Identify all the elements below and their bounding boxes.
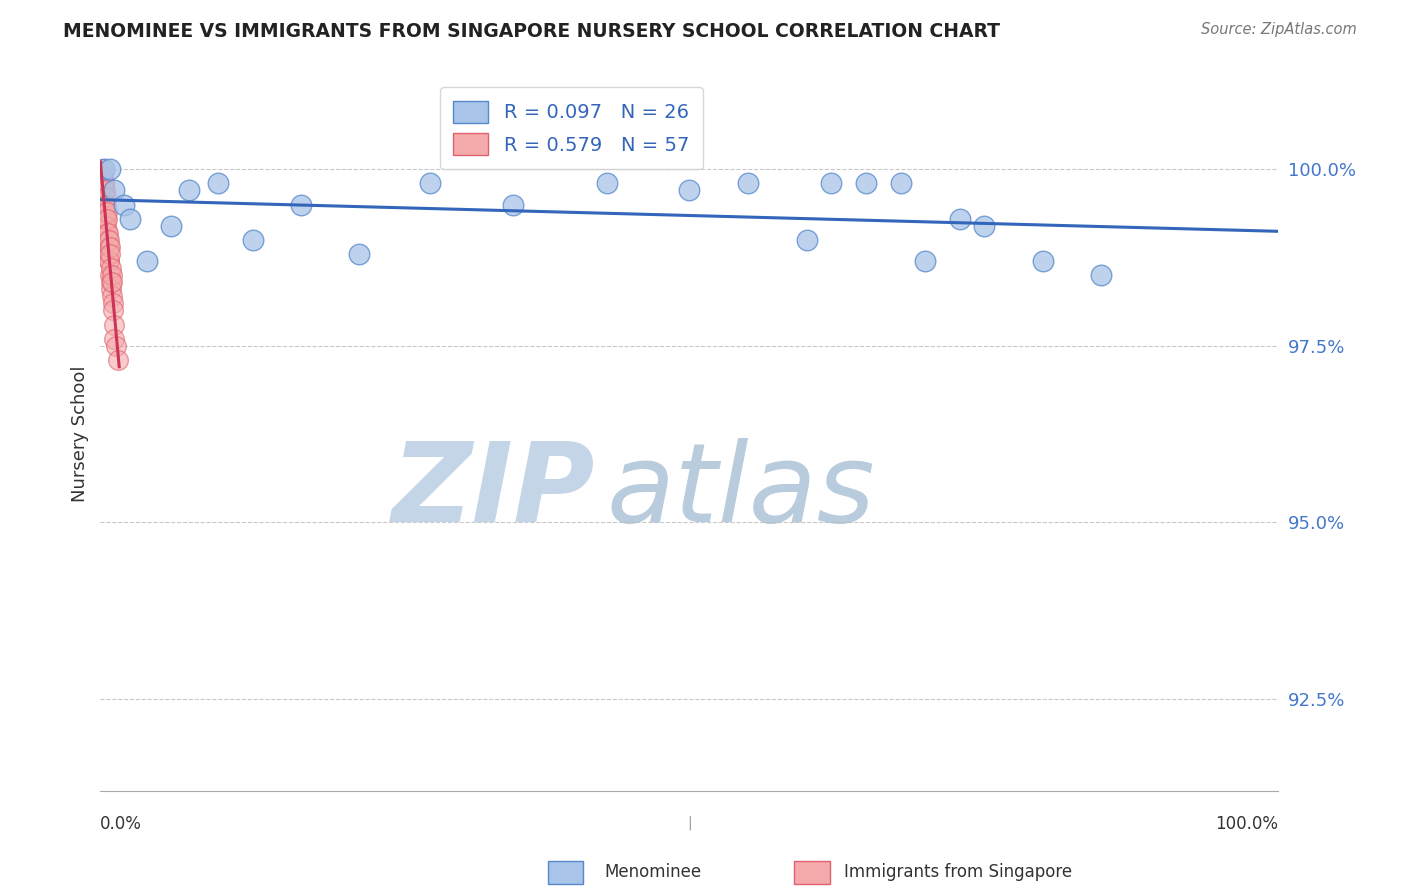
Text: ZIP: ZIP xyxy=(391,438,595,545)
Text: atlas: atlas xyxy=(607,438,876,545)
Point xyxy=(91,197,114,211)
Point xyxy=(90,197,112,211)
Text: 100.0%: 100.0% xyxy=(1215,815,1278,833)
Point xyxy=(101,275,124,289)
Point xyxy=(104,339,127,353)
Point xyxy=(93,197,115,211)
Legend: R = 0.097   N = 26, R = 0.579   N = 57: R = 0.097 N = 26, R = 0.579 N = 57 xyxy=(440,87,703,169)
Point xyxy=(349,247,371,261)
Point xyxy=(596,177,619,191)
Point xyxy=(949,211,972,226)
Text: |: | xyxy=(688,815,692,830)
Text: Source: ZipAtlas.com: Source: ZipAtlas.com xyxy=(1201,22,1357,37)
Point xyxy=(93,204,115,219)
Point xyxy=(96,226,118,240)
Point xyxy=(207,177,229,191)
Point xyxy=(91,190,114,204)
Point xyxy=(973,219,995,233)
Point xyxy=(97,240,120,254)
Point xyxy=(855,177,877,191)
Point xyxy=(98,247,121,261)
Point xyxy=(93,190,115,204)
Point xyxy=(90,162,112,177)
Point xyxy=(419,177,441,191)
Point xyxy=(1032,254,1054,268)
Point xyxy=(98,240,121,254)
Point xyxy=(98,233,121,247)
Point xyxy=(1090,268,1112,282)
Point xyxy=(97,233,120,247)
Point xyxy=(90,162,112,177)
Point xyxy=(118,211,141,226)
Point xyxy=(97,247,120,261)
Point xyxy=(90,169,112,184)
Text: Immigrants from Singapore: Immigrants from Singapore xyxy=(844,863,1071,881)
Point xyxy=(100,275,122,289)
Point xyxy=(107,352,129,367)
Point xyxy=(94,211,117,226)
Point xyxy=(97,254,120,268)
Point xyxy=(100,282,122,296)
Point xyxy=(94,211,117,226)
Point xyxy=(160,219,183,233)
Text: 0.0%: 0.0% xyxy=(100,815,142,833)
Point xyxy=(90,177,112,191)
Point xyxy=(890,177,912,191)
Point xyxy=(94,183,117,197)
Point xyxy=(96,204,118,219)
Point xyxy=(177,183,200,197)
Point xyxy=(94,190,117,204)
Point xyxy=(91,162,114,177)
Point xyxy=(90,177,112,191)
Text: MENOMINEE VS IMMIGRANTS FROM SINGAPORE NURSERY SCHOOL CORRELATION CHART: MENOMINEE VS IMMIGRANTS FROM SINGAPORE N… xyxy=(63,22,1000,41)
Point xyxy=(91,183,114,197)
Point xyxy=(98,162,121,177)
Point xyxy=(101,289,124,303)
Point xyxy=(136,254,159,268)
Point xyxy=(96,219,118,233)
Point xyxy=(90,183,112,197)
Point xyxy=(93,177,115,191)
Point xyxy=(103,318,125,332)
Point xyxy=(103,303,125,318)
Point xyxy=(97,226,120,240)
Point xyxy=(98,268,121,282)
Point xyxy=(93,162,115,177)
Point xyxy=(103,332,125,346)
Point xyxy=(91,169,114,184)
Text: Menominee: Menominee xyxy=(605,863,702,881)
Point xyxy=(290,197,312,211)
Point xyxy=(502,197,524,211)
Point xyxy=(91,177,114,191)
Point xyxy=(678,183,700,197)
Point xyxy=(737,177,759,191)
Point xyxy=(93,183,115,197)
Point xyxy=(914,254,936,268)
Point xyxy=(101,296,124,310)
Point xyxy=(94,204,117,219)
Point xyxy=(91,204,114,219)
Point xyxy=(100,268,122,282)
Point xyxy=(94,219,117,233)
Point xyxy=(96,211,118,226)
Point xyxy=(93,197,115,211)
Point xyxy=(242,233,264,247)
Point xyxy=(91,177,114,191)
Point xyxy=(93,177,115,191)
Point xyxy=(93,211,115,226)
Y-axis label: Nursery School: Nursery School xyxy=(72,366,89,502)
Point xyxy=(820,177,842,191)
Point xyxy=(100,261,122,276)
Point xyxy=(90,190,112,204)
Point xyxy=(103,183,125,197)
Point xyxy=(112,197,135,211)
Point xyxy=(96,197,118,211)
Point xyxy=(98,254,121,268)
Point xyxy=(796,233,818,247)
